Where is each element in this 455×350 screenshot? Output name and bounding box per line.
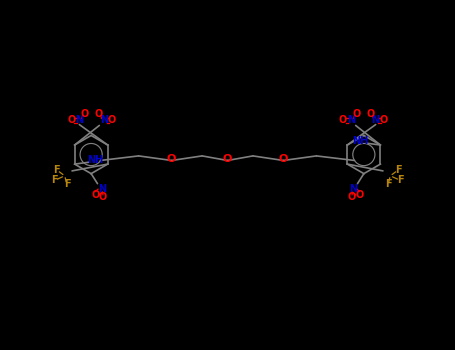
Text: NH: NH <box>87 155 103 166</box>
Text: O: O <box>380 116 388 125</box>
Text: O: O <box>353 109 361 119</box>
Text: N: N <box>349 184 357 194</box>
Text: O: O <box>223 154 232 164</box>
Text: O: O <box>99 192 107 202</box>
Text: O: O <box>67 116 75 125</box>
Text: F: F <box>51 175 58 186</box>
Text: F: F <box>395 166 402 175</box>
Text: O: O <box>339 116 347 125</box>
Text: O: O <box>366 109 374 119</box>
Text: F: F <box>53 166 60 175</box>
Text: O: O <box>355 190 364 200</box>
Text: N: N <box>347 116 355 125</box>
Text: O: O <box>348 192 356 202</box>
Text: N: N <box>98 184 106 194</box>
Text: O: O <box>167 154 177 164</box>
Text: O: O <box>94 109 102 119</box>
Text: N: N <box>75 116 83 125</box>
Text: F: F <box>384 179 391 189</box>
Text: O: O <box>278 154 288 164</box>
Text: N: N <box>372 116 380 125</box>
Text: N: N <box>100 116 108 125</box>
Text: F: F <box>397 175 404 186</box>
Text: NH: NH <box>352 136 368 146</box>
Text: O: O <box>108 116 116 125</box>
Text: O: O <box>91 190 100 200</box>
Text: F: F <box>64 179 71 189</box>
Text: O: O <box>81 109 89 119</box>
